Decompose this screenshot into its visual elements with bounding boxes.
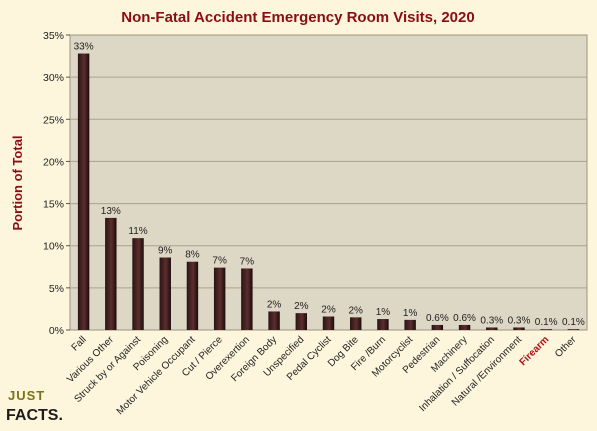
data-label: 1% (376, 307, 391, 318)
data-label: 7% (240, 256, 255, 267)
data-label: 7% (212, 256, 227, 267)
data-label: 2% (294, 301, 309, 312)
bar (159, 257, 171, 330)
data-label: 11% (128, 226, 147, 237)
data-label: 33% (74, 42, 94, 53)
logo-line-1: JUST (8, 388, 45, 403)
bars (77, 53, 580, 331)
data-label: 8% (185, 250, 200, 261)
bar (186, 261, 199, 330)
data-label: 13% (101, 206, 121, 217)
bar (322, 316, 335, 330)
bar (540, 329, 552, 330)
bar (268, 311, 280, 330)
bar (105, 217, 117, 330)
just-facts-logo: JUST FACTS. (6, 388, 63, 424)
data-label: 0.1% (562, 317, 585, 328)
data-label: 0.3% (508, 315, 531, 326)
bar (77, 53, 90, 331)
bar (513, 327, 525, 330)
bar (349, 317, 362, 330)
data-label: 2% (348, 305, 363, 316)
bar (404, 319, 416, 330)
y-tick-label: 15% (43, 199, 64, 211)
y-tick-label: 30% (43, 72, 64, 84)
plot-area (69, 34, 588, 331)
data-label: 1% (403, 308, 418, 319)
y-axis-title: Portion of Total (10, 135, 25, 230)
bar (132, 238, 144, 330)
y-tick-label: 10% (43, 241, 64, 253)
bar (213, 267, 226, 330)
data-labels: 33% 13% 11% 9% 8% 7% 7% 2% 2% 2% 2% 1% 1% 0.6% 0.6% 0.3… (74, 42, 585, 329)
bar (486, 327, 498, 330)
y-tick-label: 20% (43, 156, 64, 168)
y-tick-label: 0% (49, 325, 64, 337)
data-label: 0.1% (535, 317, 558, 328)
data-label: 0.6% (453, 313, 476, 324)
data-label: 2% (267, 299, 282, 310)
bar (377, 319, 389, 330)
data-label: 2% (321, 305, 336, 316)
chart-title: Non-Fatal Accident Emergency Room Visits… (121, 9, 474, 26)
bar (567, 329, 580, 330)
data-label: 0.3% (480, 315, 503, 326)
x-category-label: Other (553, 334, 579, 360)
y-tick-label: 5% (49, 283, 64, 295)
y-tick-label: 35% (43, 30, 64, 42)
gridlines (66, 34, 587, 331)
bar (295, 313, 308, 330)
bar (458, 324, 471, 330)
logo-line-2: FACTS. (6, 407, 63, 424)
data-label: 9% (158, 246, 173, 257)
bar (431, 324, 444, 330)
bar (241, 268, 253, 330)
x-category-label: Fall (70, 334, 89, 353)
y-axis-ticks: 0% 5% 10% 15% 20% 25% 30% 35% (43, 30, 64, 337)
x-category-label: Firearm (518, 334, 552, 368)
y-tick-label: 25% (43, 114, 64, 126)
data-label: 0.6% (426, 313, 449, 324)
